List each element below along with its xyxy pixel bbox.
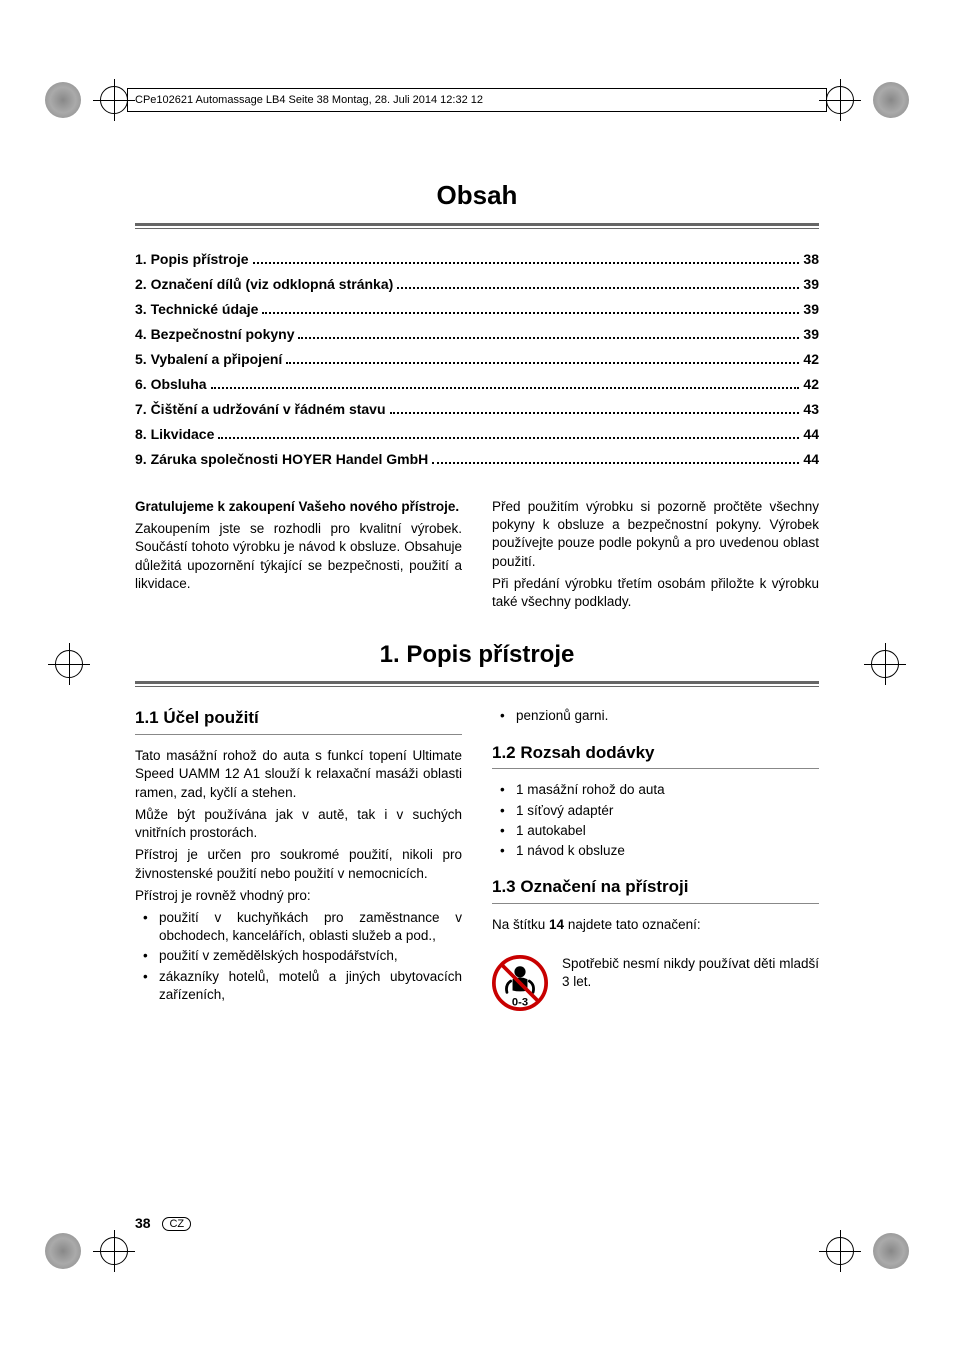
subsection-1-1-title: 1.1 Účel použití [135,707,462,730]
toc-item-page: 39 [803,274,819,295]
toc-item-page: 44 [803,449,819,470]
table-of-contents: 1. Popis přístroje 38 2. Označení dílů (v… [135,249,819,470]
toc-item-label: 1. Popis přístroje [135,249,249,270]
intro-congrats: Gratulujeme k zakoupení Vašeho nového př… [135,498,462,516]
document-header: CPe102621 Automassage LB4 Seite 38 Monta… [135,94,819,106]
toc-item-label: 5. Vybalení a připojení [135,349,282,370]
section-underline-thin [135,686,819,687]
toc-item: 2. Označení dílů (viz odklopná stránka) … [135,274,819,295]
toc-item-page: 44 [803,424,819,445]
age-warning-text: Spotřebič nesmí nikdy používat děti mlad… [562,955,819,991]
toc-item: 3. Technické údaje 39 [135,299,819,320]
intro-right-text-2: Při předání výrobku třetím osobám přilož… [492,575,819,611]
toc-dots [211,387,800,389]
toc-item-label: 8. Likvidace [135,424,214,445]
age-warning-row: 0-3 Spotřebič nesmí nikdy používat děti … [492,955,819,1011]
toc-dots [298,337,799,339]
main-title: Obsah [135,180,819,211]
text-span: Na štítku [492,917,549,932]
subsection-underline [492,768,819,769]
toc-item-label: 9. Záruka společnosti HOYER Handel GmbH [135,449,428,470]
toc-item: 7. Čištění a udržování v řádném stavu 43 [135,399,819,420]
list-item: 1 síťový adaptér [492,802,819,820]
toc-dots [262,312,799,314]
svg-text:0-3: 0-3 [512,996,528,1008]
intro-columns: Gratulujeme k zakoupení Vašeho nového př… [135,498,819,615]
toc-item: 8. Likvidace 44 [135,424,819,445]
text-span: najdete tato označení: [564,917,701,932]
title-underline-thin [135,228,819,229]
toc-item-label: 4. Bezpečnostní pokyny [135,324,294,345]
toc-item-page: 38 [803,249,819,270]
sub-1-1-p1: Tato masážní rohož do auta s funkcí tope… [135,747,462,802]
section-1-title: 1. Popis přístroje [135,641,819,669]
toc-item: 4. Bezpečnostní pokyny 39 [135,324,819,345]
intro-right-text-1: Před použitím výrobku si pozorně pročtět… [492,498,819,571]
section-1-left-column: 1.1 Účel použití Tato masážní rohož do a… [135,707,462,1010]
toc-item-label: 2. Označení dílů (viz odklopná stránka) [135,274,393,295]
list-item: penzionů garni. [492,707,819,725]
toc-item-page: 39 [803,299,819,320]
toc-item-label: 6. Obsluha [135,374,207,395]
registration-mark [45,1233,81,1269]
toc-item: 9. Záruka společnosti HOYER Handel GmbH … [135,449,819,470]
intro-right-column: Před použitím výrobku si pozorně pročtět… [492,498,819,615]
registration-target [55,650,83,678]
registration-mark [873,82,909,118]
registration-target [100,1237,128,1265]
registration-target [100,86,128,114]
section-1-columns: 1.1 Účel použití Tato masážní rohož do a… [135,707,819,1010]
toc-item: 6. Obsluha 42 [135,374,819,395]
registration-target [871,650,899,678]
sub-1-1-bullets: použití v kuchyňkách pro zaměstnance v o… [135,909,462,1004]
sub-1-1-bullets-cont: penzionů garni. [492,707,819,725]
label-num-bold: 14 [549,917,564,932]
registration-target [826,1237,854,1265]
registration-target [826,86,854,114]
sub-1-3-p1: Na štítku 14 najdete tato označení: [492,916,819,934]
intro-left-text: Zakoupením jste se rozhodli pro kvalitní… [135,520,462,593]
age-restriction-icon: 0-3 [492,955,548,1011]
toc-item: 5. Vybalení a připojení 42 [135,349,819,370]
toc-item-page: 42 [803,349,819,370]
sub-1-1-p3: Přístroj je určen pro soukromé použití, … [135,846,462,882]
language-badge: CZ [162,1217,191,1231]
subsection-underline [492,903,819,904]
sub-1-1-p2: Může být používána jak v autě, tak i v s… [135,806,462,842]
subsection-1-2-title: 1.2 Rozsah dodávky [492,742,819,765]
registration-mark [873,1233,909,1269]
sub-1-1-p4: Přístroj je rovněž vhodný pro: [135,887,462,905]
toc-dots [218,437,799,439]
section-1-right-column: penzionů garni. 1.2 Rozsah dodávky 1 mas… [492,707,819,1010]
section-underline-thick [135,681,819,684]
page-number: 38 CZ [135,1215,191,1231]
list-item: zákazníky hotelů, motelů a jiných ubytov… [135,968,462,1004]
sub-1-2-bullets: 1 masážní rohož do auta 1 síťový adaptér 1… [492,781,819,860]
toc-item-page: 39 [803,324,819,345]
list-item: 1 masážní rohož do auta [492,781,819,799]
page-content: Obsah 1. Popis přístroje 38 2. Označení d… [135,180,819,1221]
subsection-1-3-title: 1.3 Označení na přístroji [492,876,819,899]
title-underline-thick [135,223,819,226]
toc-dots [286,362,799,364]
toc-dots [432,462,799,464]
toc-item: 1. Popis přístroje 38 [135,249,819,270]
list-item: 1 autokabel [492,822,819,840]
toc-item-page: 42 [803,374,819,395]
toc-item-label: 3. Technické údaje [135,299,258,320]
subsection-underline [135,734,462,735]
toc-item-page: 43 [803,399,819,420]
toc-dots [390,412,800,414]
page-number-value: 38 [135,1215,151,1231]
toc-item-label: 7. Čištění a udržování v řádném stavu [135,399,386,420]
intro-left-column: Gratulujeme k zakoupení Vašeho nového př… [135,498,462,615]
registration-mark [45,82,81,118]
list-item: použití v zemědělských hospodářstvích, [135,947,462,965]
toc-dots [253,262,800,264]
list-item: 1 návod k obsluze [492,842,819,860]
list-item: použití v kuchyňkách pro zaměstnance v o… [135,909,462,945]
toc-dots [397,287,799,289]
